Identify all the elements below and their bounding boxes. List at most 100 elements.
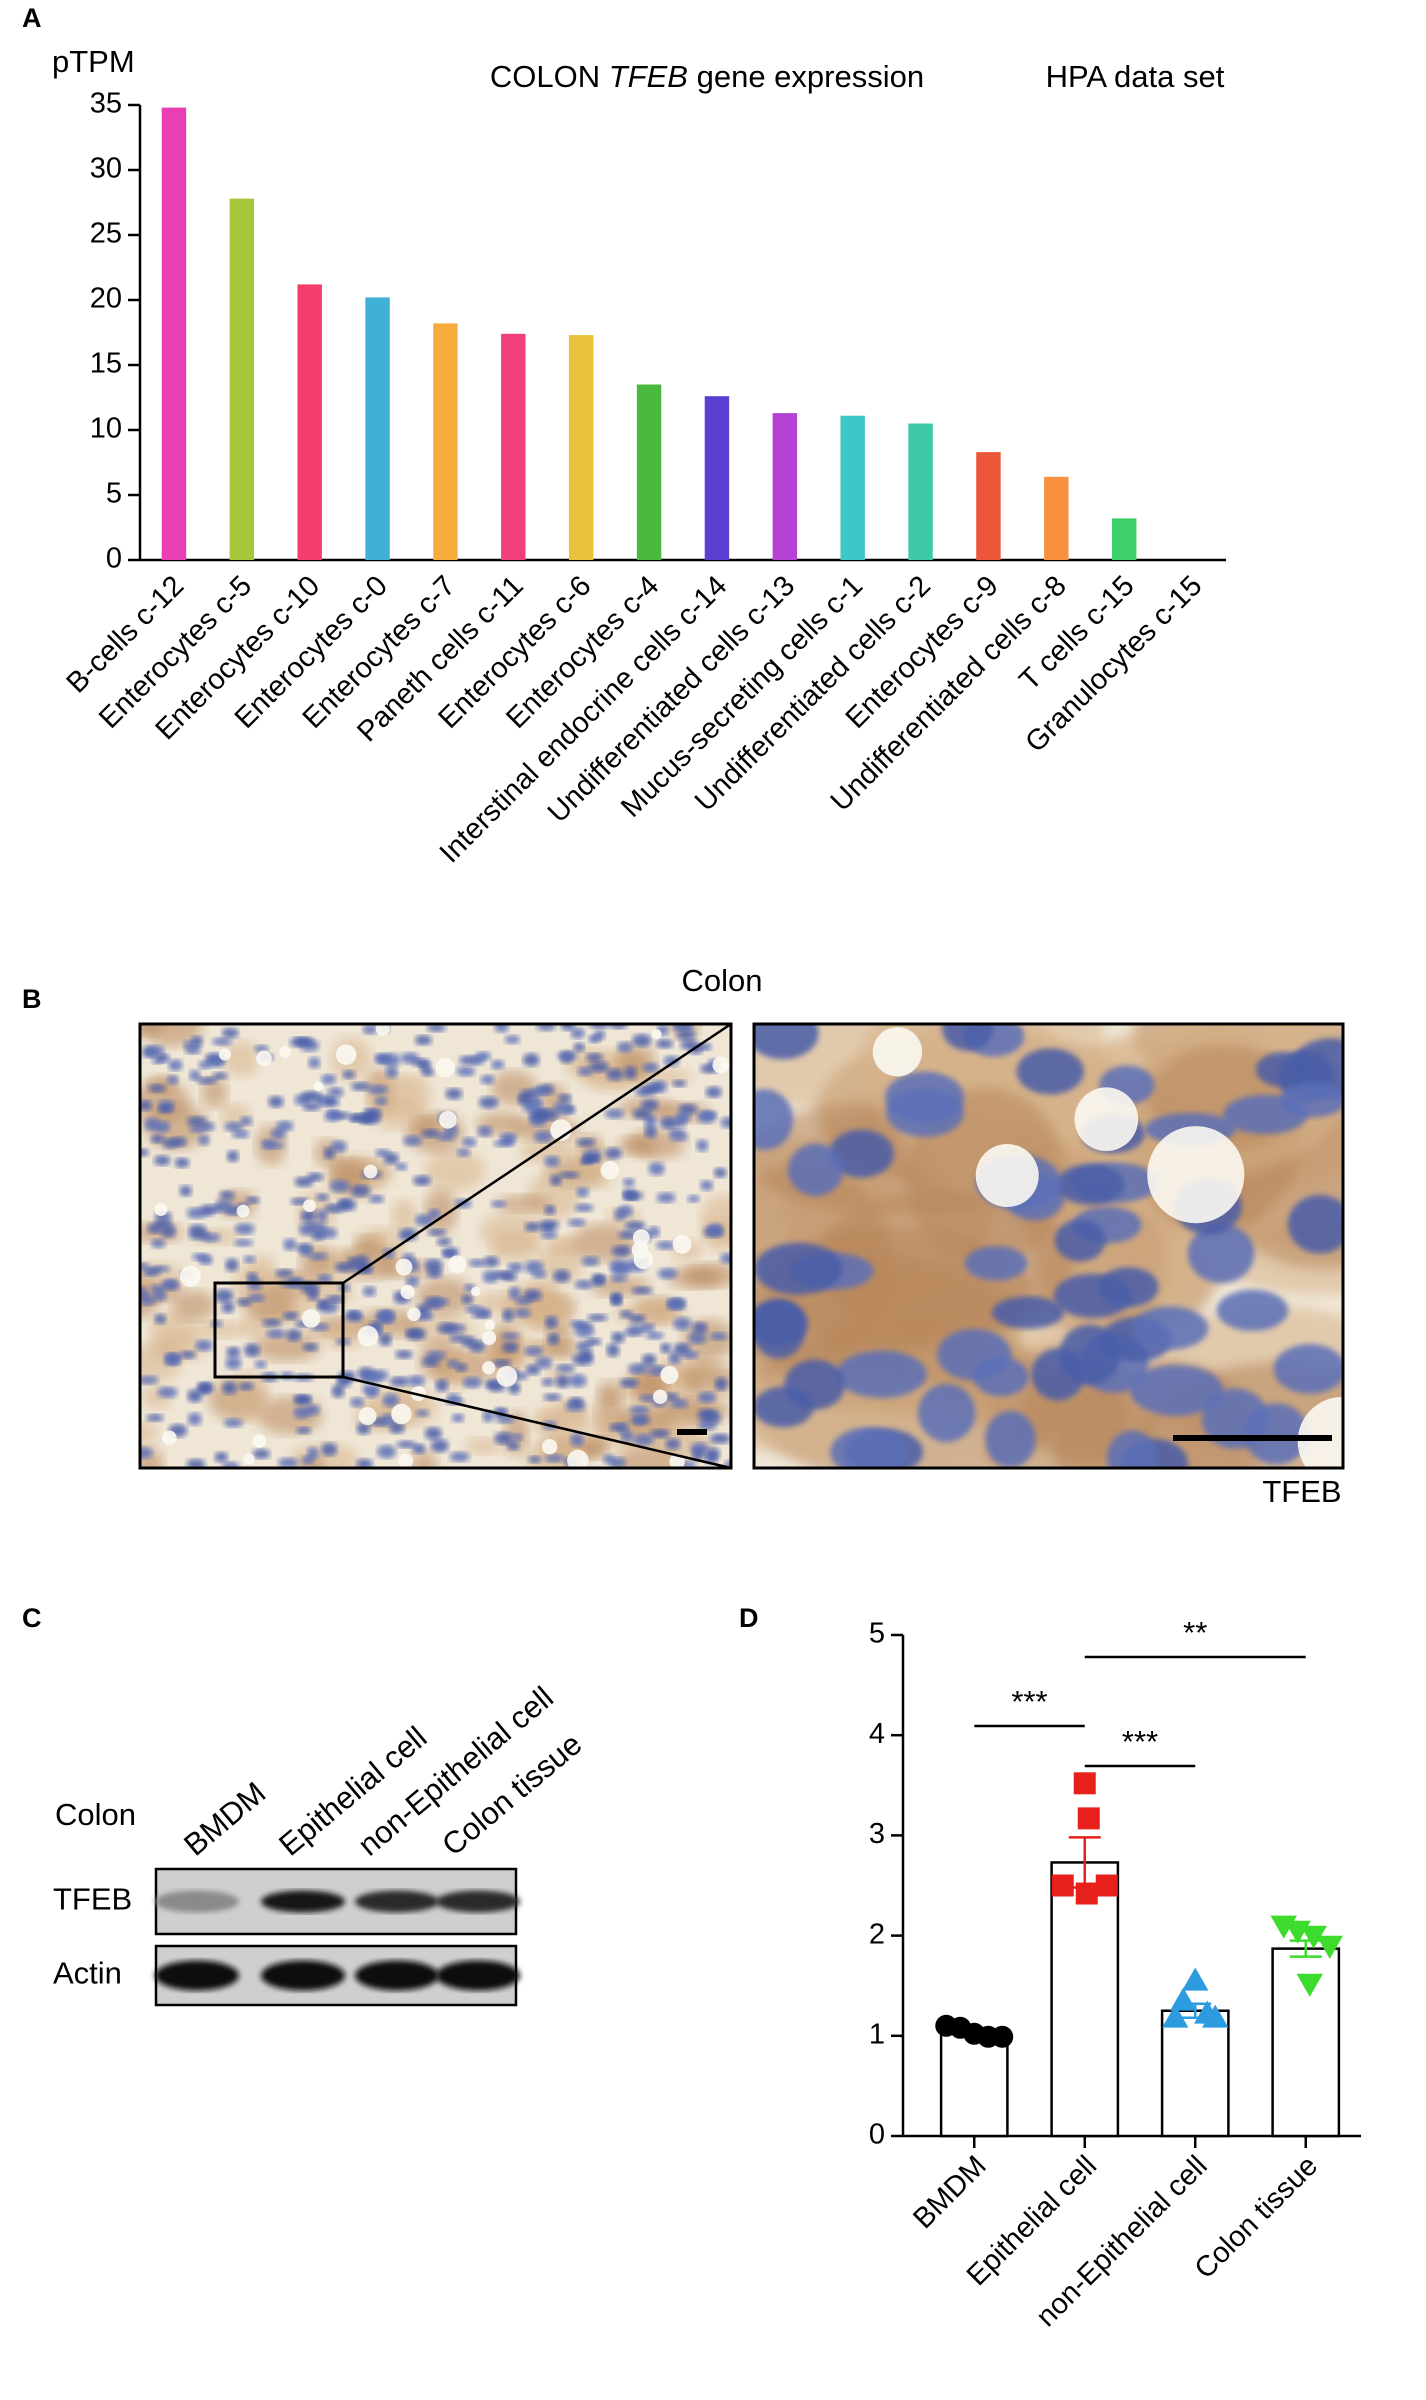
nucleus xyxy=(468,1259,487,1267)
nucleus xyxy=(690,1442,708,1456)
band xyxy=(355,1890,439,1913)
vacuole xyxy=(651,1029,662,1040)
nucleus xyxy=(640,1323,655,1333)
bar xyxy=(976,452,1001,560)
stain xyxy=(528,1340,582,1360)
bar xyxy=(908,423,933,560)
y-tick-label: 0 xyxy=(106,543,122,575)
nucleus xyxy=(523,1289,542,1302)
nucleus xyxy=(395,1162,408,1171)
nucleus xyxy=(375,1148,391,1157)
nucleus xyxy=(633,1416,646,1426)
band xyxy=(155,1960,239,1991)
nucleus xyxy=(611,1245,632,1257)
nucleus xyxy=(493,1139,514,1148)
nucleus xyxy=(640,1099,659,1111)
nucleus xyxy=(430,1439,449,1453)
nucleus xyxy=(567,1218,586,1227)
bar xyxy=(939,2032,1009,2138)
nucleus xyxy=(501,1332,520,1340)
nucleus xyxy=(483,1256,500,1268)
data-point xyxy=(1095,1874,1118,1897)
bar xyxy=(840,415,865,560)
nucleus xyxy=(648,1162,665,1176)
nucleus xyxy=(154,1120,171,1133)
bar xyxy=(1044,476,1069,560)
nucleus xyxy=(513,1308,531,1318)
nucleus xyxy=(361,1371,381,1384)
bar xyxy=(297,284,322,560)
data-point xyxy=(991,2025,1014,2048)
band xyxy=(436,1890,520,1913)
vacuole xyxy=(335,1044,357,1065)
vacuole xyxy=(550,1119,572,1141)
nucleus xyxy=(276,1120,294,1132)
nucleus xyxy=(348,1114,361,1123)
y-tick-label: 1 xyxy=(869,2018,885,2050)
nucleus xyxy=(160,1224,176,1238)
nucleus xyxy=(140,1100,153,1111)
vacuole xyxy=(236,1204,250,1218)
stain xyxy=(537,1239,584,1284)
vacuole xyxy=(470,1286,481,1297)
y-tick-label: 2 xyxy=(869,1918,885,1950)
micrograph xyxy=(140,1024,731,1468)
nucleus xyxy=(254,1044,269,1053)
nucleus xyxy=(480,1074,495,1085)
nucleus xyxy=(622,1177,635,1187)
nucleus xyxy=(225,1356,242,1370)
nucleus xyxy=(688,1331,707,1345)
nucleus xyxy=(157,1386,178,1398)
band xyxy=(155,1890,239,1913)
nucleus xyxy=(462,1376,483,1389)
nucleus xyxy=(307,1172,324,1182)
nucleus xyxy=(354,1254,370,1269)
stain xyxy=(140,1421,159,1445)
nucleus xyxy=(517,1094,530,1106)
vacuole xyxy=(243,1453,255,1465)
nucleus xyxy=(140,1375,159,1385)
vacuole xyxy=(652,1389,668,1404)
image-frame xyxy=(752,1022,1345,1470)
data-point xyxy=(1202,2004,1229,2028)
nucleus xyxy=(456,1148,471,1157)
nucleus xyxy=(528,1455,542,1463)
vacuole xyxy=(398,1453,414,1468)
nucleus xyxy=(709,1332,728,1341)
data-point xyxy=(1073,1772,1096,1795)
data-point xyxy=(1296,1973,1323,1997)
nucleus xyxy=(451,1413,465,1423)
nucleus xyxy=(147,1222,164,1234)
nucleus xyxy=(502,1341,519,1353)
band xyxy=(436,1960,520,1991)
nucleus xyxy=(525,1364,541,1376)
nucleus xyxy=(550,1174,562,1186)
nucleus xyxy=(212,1072,228,1080)
bar xyxy=(229,198,255,560)
nucleus xyxy=(221,1027,239,1039)
nucleus xyxy=(414,1035,432,1046)
panel-label: A xyxy=(22,3,42,33)
chart-title: COLON TFEB gene expression xyxy=(490,59,924,94)
x-tick-label: BMDM xyxy=(907,2150,992,2235)
nucleus xyxy=(200,1121,216,1131)
vacuole xyxy=(279,1045,291,1058)
zoom-line xyxy=(342,1022,732,1285)
bar xyxy=(1160,2009,1230,2138)
nucleus xyxy=(692,1321,708,1334)
inset-box xyxy=(213,1281,345,1379)
nucleus xyxy=(146,1414,164,1422)
nucleus xyxy=(405,1329,422,1337)
nucleus xyxy=(613,1208,626,1221)
nucleus xyxy=(1216,1289,1289,1331)
nucleus xyxy=(631,1286,653,1295)
nucleus xyxy=(461,1294,474,1304)
nucleus xyxy=(674,1024,694,1031)
nucleus xyxy=(140,1294,156,1306)
nucleus xyxy=(754,1386,814,1428)
nucleus xyxy=(576,1187,589,1198)
stain-label: TFEB xyxy=(1262,1474,1341,1509)
nucleus xyxy=(234,1239,254,1247)
nucleus xyxy=(254,1360,267,1369)
